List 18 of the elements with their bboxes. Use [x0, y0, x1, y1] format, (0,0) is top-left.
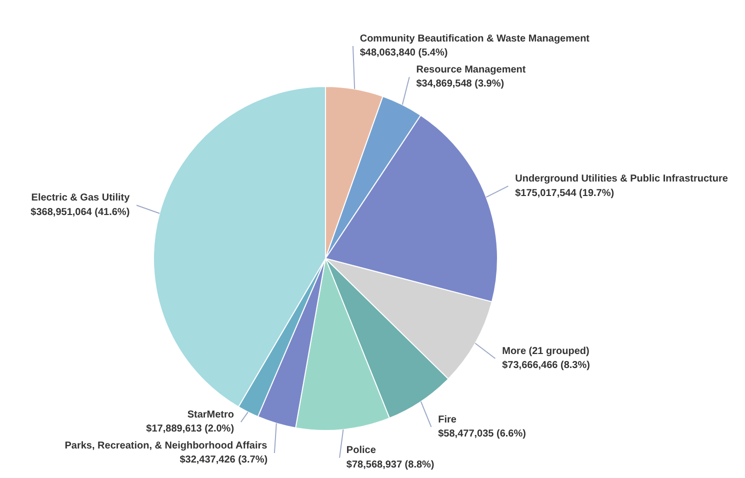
data-label: $48,063,840 (5.4%): [360, 48, 448, 59]
data-label: $58,477,035 (6.6%): [438, 428, 526, 440]
slice-label: Underground Utilities & Public Infrastructure: [515, 173, 728, 184]
data-label: $17,889,613 (2.0%): [146, 424, 234, 435]
data-label: $78,568,937 (8.8%): [346, 460, 434, 471]
data-label: $32,437,426 (3.7%): [180, 454, 268, 466]
slice-label: Fire: [438, 414, 457, 426]
slice-label: Community Beautification & Waste Management: [360, 33, 590, 44]
data-label: $73,666,466 (8.3%): [502, 360, 590, 372]
slice-label: Parks, Recreation, & Neighborhood Affairs: [64, 440, 268, 452]
slice-label: Resource Management: [416, 64, 526, 76]
slice-label: More (21 grouped): [502, 346, 590, 357]
data-label: $175,017,544 (19.7%): [515, 188, 614, 199]
data-label: $34,869,548 (3.9%): [416, 78, 504, 90]
data-label: $368,951,064 (41.6%): [30, 206, 130, 218]
slice-label: Electric & Gas Utility: [31, 192, 130, 204]
slice-label: Police: [346, 445, 376, 456]
slice-label: StarMetro: [187, 409, 234, 420]
